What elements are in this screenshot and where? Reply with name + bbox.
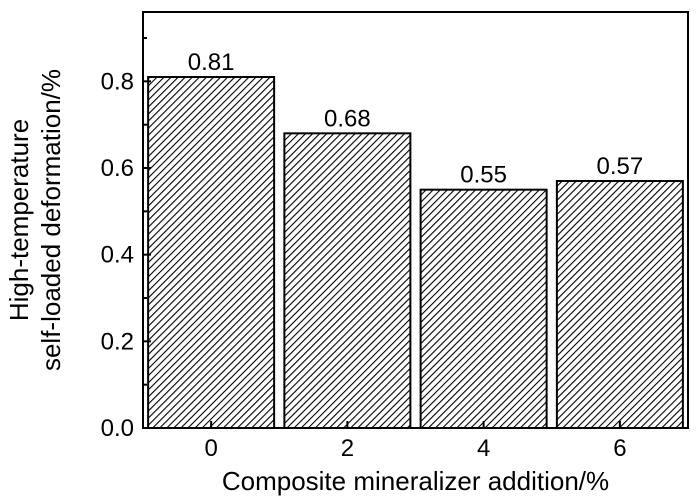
y-axis: 0.0 0.2 0.4 0.6 0.8	[101, 37, 151, 442]
bar-0	[147, 76, 276, 429]
bar-6	[555, 180, 684, 429]
y-axis-title-line-2: self-loaded deformation/%	[36, 69, 66, 371]
y-tick-label-0.6: 0.6	[101, 155, 134, 182]
data-label-4: 0.55	[460, 162, 507, 189]
x-tick-label-2: 2	[341, 435, 354, 462]
bar-2	[283, 132, 412, 429]
x-tick-label-0: 0	[204, 435, 217, 462]
y-axis-title-line-1: High-temperature	[4, 119, 34, 321]
data-labels-group: 0.81 0.68 0.55 0.57	[188, 49, 643, 189]
x-axis: 0 2 4 6	[204, 421, 627, 462]
x-tick-label-6: 6	[613, 435, 626, 462]
y-tick-label-0.0: 0.0	[101, 415, 134, 442]
y-tick-label-0.2: 0.2	[101, 328, 134, 355]
y-axis-title: High-temperature self-loaded deformation…	[4, 69, 66, 371]
bar-4	[419, 188, 548, 429]
plot-frame	[142, 11, 689, 429]
data-label-0: 0.81	[188, 49, 235, 76]
data-label-6: 0.57	[597, 153, 644, 180]
x-tick-label-4: 4	[477, 435, 490, 462]
y-tick-label-0.4: 0.4	[101, 242, 134, 269]
y-tick-label-0.8: 0.8	[101, 68, 134, 95]
x-axis-title: Composite mineralizer addition/%	[222, 466, 609, 496]
data-label-2: 0.68	[324, 105, 371, 132]
bars-group	[147, 76, 684, 429]
